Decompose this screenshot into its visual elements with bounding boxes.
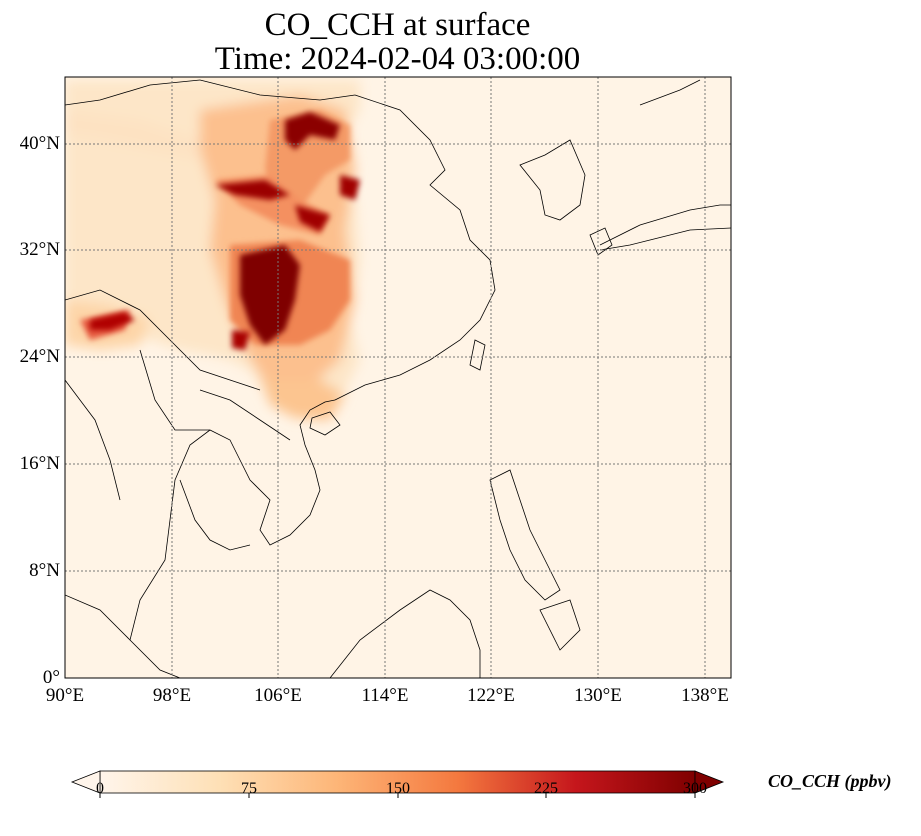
colorbar-max-extend [694,770,725,794]
lon-tick-label: 106°E [254,685,302,706]
colorbar [70,770,725,798]
lon-tick-label: 122°E [467,685,515,706]
map-frame [64,76,732,679]
coastlines [65,79,731,678]
lon-tick-label: 130°E [574,685,622,706]
colorbar-tick-label: 0 [96,780,104,797]
map-title: CO_CCH at surface [264,7,531,43]
colorbar-tick-label: 300 [683,780,707,797]
lon-tick-label: 90°E [45,685,85,706]
colorbar-min-extend [70,770,101,794]
lat-tick-label: 8°N [29,560,60,581]
colorbar-tick-label: 75 [241,780,257,797]
lon-tick-label: 98°E [152,685,192,706]
lat-tick-label: 32°N [19,239,60,260]
map-subtitle-time: Time: 2024-02-04 03:00:00 [214,41,581,77]
lat-tick-label: 0° [42,667,60,688]
colorbar-tick-label: 150 [386,780,410,797]
lat-tick-label: 16°N [19,453,60,474]
lon-tick-label: 114°E [361,685,409,706]
lon-tick-label: 138°E [681,685,729,706]
lat-tick-label: 40°N [19,133,60,154]
co-plume-high [90,112,360,350]
colorbar-label: CO_CCH (ppbv) [768,771,892,791]
gridlines [65,77,731,678]
lat-tick-label: 24°N [19,346,60,367]
colorbar-tick-label: 225 [534,780,558,797]
